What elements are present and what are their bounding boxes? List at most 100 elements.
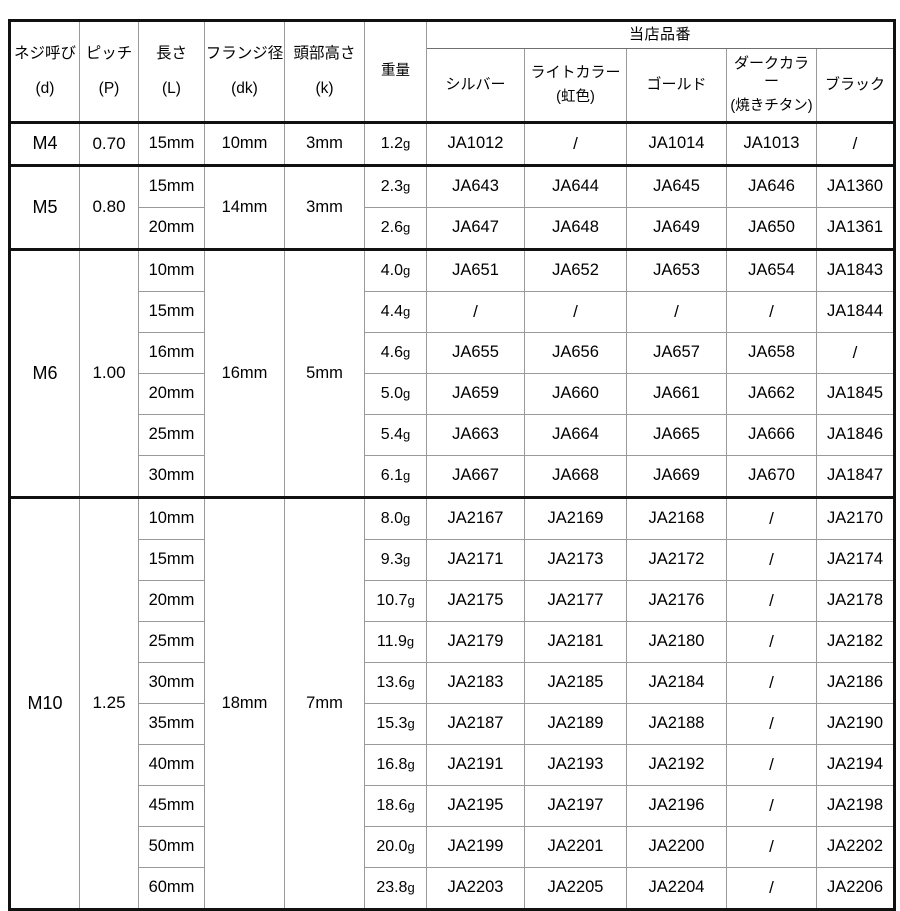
- header-nejiyobi-line1: ネジ呼び: [13, 45, 76, 63]
- cell-weight-unit: g: [403, 219, 411, 235]
- cell-partnumber-light: JA648: [524, 207, 627, 250]
- cell-weight: 4.0g: [364, 248, 427, 292]
- cell-weight-unit: g: [407, 674, 415, 690]
- cell-partnumber-silver: JA651: [426, 248, 525, 292]
- cell-weight-unit: g: [406, 633, 415, 649]
- cell-weight: 2.3g: [364, 164, 427, 208]
- cell-weight-value: 20.0: [376, 837, 408, 855]
- cell-partnumber-silver: JA2175: [426, 580, 525, 622]
- cell-partnumber-light: JA2193: [524, 744, 627, 786]
- cell-weight-value: 2.3: [380, 177, 403, 195]
- cell-weight-unit: g: [403, 262, 411, 278]
- cell-partnumber-silver: JA2203: [426, 867, 525, 910]
- cell-partnumber-dark: /: [726, 744, 817, 786]
- header-pitch-line2: (P): [98, 79, 120, 97]
- cell-weight-unit: g: [407, 715, 415, 731]
- cell-partnumber-black: JA1360: [815, 164, 896, 208]
- cell-partnumber-light: JA656: [524, 332, 627, 374]
- header-band-row: ネジ呼び (d) ピッチ (P) 長さ (L) フランジ径 (dk) 頭部高さ: [9, 20, 896, 124]
- cell-partnumber-silver: JA2199: [426, 826, 525, 868]
- cell-partnumber-dark: /: [726, 785, 817, 827]
- cell-partnumber-black: JA2182: [815, 621, 896, 663]
- cell-partnumber-silver: JA663: [426, 414, 525, 456]
- cell-weight-unit: g: [407, 838, 415, 854]
- cell-partnumber-black: JA2170: [815, 496, 896, 540]
- cell-partnumber-black: JA1845: [815, 373, 896, 415]
- cell-partnumber-light: JA2197: [524, 785, 627, 827]
- cell-length: 20mm: [138, 580, 205, 622]
- header-weight-label: 重量: [381, 62, 410, 79]
- cell-thread-size: M5: [9, 164, 80, 250]
- cell-partnumber-gold: JA649: [626, 207, 727, 250]
- cell-partnumber-gold: JA2180: [626, 621, 727, 663]
- cell-weight-unit: g: [403, 426, 411, 442]
- cell-flange-dia: 10mm: [204, 121, 285, 166]
- header-color-light-line1: ライトカラー: [530, 64, 621, 82]
- table-row: 30mm 6.1g JA667 JA668 JA669 JA670 JA1847: [10, 455, 896, 498]
- table-row: 40mm 16.8g JA2191 JA2193 JA2192/JA2194: [10, 744, 896, 786]
- cell-weight: 20.0g: [364, 826, 427, 868]
- cell-weight-value: 1.2: [380, 134, 403, 152]
- spec-table-container: ネジ呼び (d) ピッチ (P) 長さ (L) フランジ径 (dk) 頭部高さ: [8, 19, 897, 911]
- cell-partnumber-silver: JA659: [426, 373, 525, 415]
- cell-head-height: 7mm: [284, 496, 365, 910]
- header-pitch-line1: ピッチ: [85, 45, 133, 63]
- cell-partnumber-light: JA2173: [524, 539, 627, 581]
- cell-weight-unit: g: [407, 592, 415, 608]
- cell-length: 25mm: [138, 414, 205, 456]
- cell-thread-size: M6: [9, 248, 80, 498]
- header-color-light: ライトカラー (虹色): [524, 48, 627, 124]
- cell-partnumber-black: JA2190: [815, 703, 896, 745]
- cell-partnumber-light: JA2201: [524, 826, 627, 868]
- cell-partnumber-silver: JA2167: [426, 496, 525, 540]
- header-color-light-line2: (虹色): [556, 88, 595, 105]
- cell-weight-value: 4.0: [380, 261, 403, 279]
- cell-partnumber-gold: JA2200: [626, 826, 727, 868]
- header-nejiyobi: ネジ呼び (d): [9, 20, 80, 124]
- header-pitch: ピッチ (P): [79, 20, 139, 124]
- table-body: M4 0.70 15mm 10mm 3mm 1.2g JA1012/JA1014 JA1013…: [9, 121, 896, 910]
- cell-partnumber-black: JA2198: [815, 785, 896, 827]
- cell-weight-unit: g: [403, 303, 411, 319]
- cell-partnumber-gold: JA665: [626, 414, 727, 456]
- cell-pitch: 0.70: [79, 121, 139, 166]
- table-row: 20mm 5.0g JA659 JA660 JA661 JA662 JA1845: [10, 373, 896, 415]
- cell-partnumber-light: JA664: [524, 414, 627, 456]
- cell-partnumber-black: /: [815, 332, 896, 374]
- table-row: 20mm 2.6g JA647 JA648 JA649 JA650 JA1361: [10, 207, 896, 250]
- cell-partnumber-gold: JA657: [626, 332, 727, 374]
- cell-partnumber-gold: JA2196: [626, 785, 727, 827]
- cell-partnumber-dark: JA650: [726, 207, 817, 250]
- cell-partnumber-gold: JA669: [626, 455, 727, 498]
- cell-length: 40mm: [138, 744, 205, 786]
- cell-partnumber-silver: JA667: [426, 455, 525, 498]
- cell-partnumber-dark: /: [726, 703, 817, 745]
- cell-partnumber-dark: /: [726, 539, 817, 581]
- header-head-height-line1: 頭部高さ: [293, 45, 356, 63]
- cell-head-height: 3mm: [284, 164, 365, 250]
- cell-flange-dia: 16mm: [204, 248, 285, 498]
- cell-partnumber-dark: /: [726, 621, 817, 663]
- cell-partnumber-dark: /: [726, 662, 817, 704]
- cell-partnumber-light: /: [524, 291, 627, 333]
- cell-weight-unit: g: [403, 135, 411, 151]
- header-head-height: 頭部高さ (k): [284, 20, 365, 124]
- header-color-gold: ゴールド: [626, 48, 727, 124]
- cell-pitch: 1.00: [79, 248, 139, 498]
- cell-length: 45mm: [138, 785, 205, 827]
- cell-partnumber-light: JA668: [524, 455, 627, 498]
- cell-weight-value: 5.4: [380, 425, 403, 443]
- cell-partnumber-dark: JA654: [726, 248, 817, 292]
- cell-partnumber-silver: JA2187: [426, 703, 525, 745]
- cell-partnumber-light: JA2177: [524, 580, 627, 622]
- cell-length: 30mm: [138, 455, 205, 498]
- cell-partnumber-dark: JA658: [726, 332, 817, 374]
- cell-length: 16mm: [138, 332, 205, 374]
- cell-length: 10mm: [138, 496, 205, 540]
- cell-length: 15mm: [138, 291, 205, 333]
- cell-partnumber-light: JA2205: [524, 867, 627, 910]
- table-row: 50mm 20.0g JA2199 JA2201 JA2200/JA2202: [10, 826, 896, 868]
- cell-weight-value: 5.0: [380, 384, 403, 402]
- cell-weight-value: 13.6: [376, 673, 408, 691]
- table-head: ネジ呼び (d) ピッチ (P) 長さ (L) フランジ径 (dk) 頭部高さ: [9, 20, 896, 124]
